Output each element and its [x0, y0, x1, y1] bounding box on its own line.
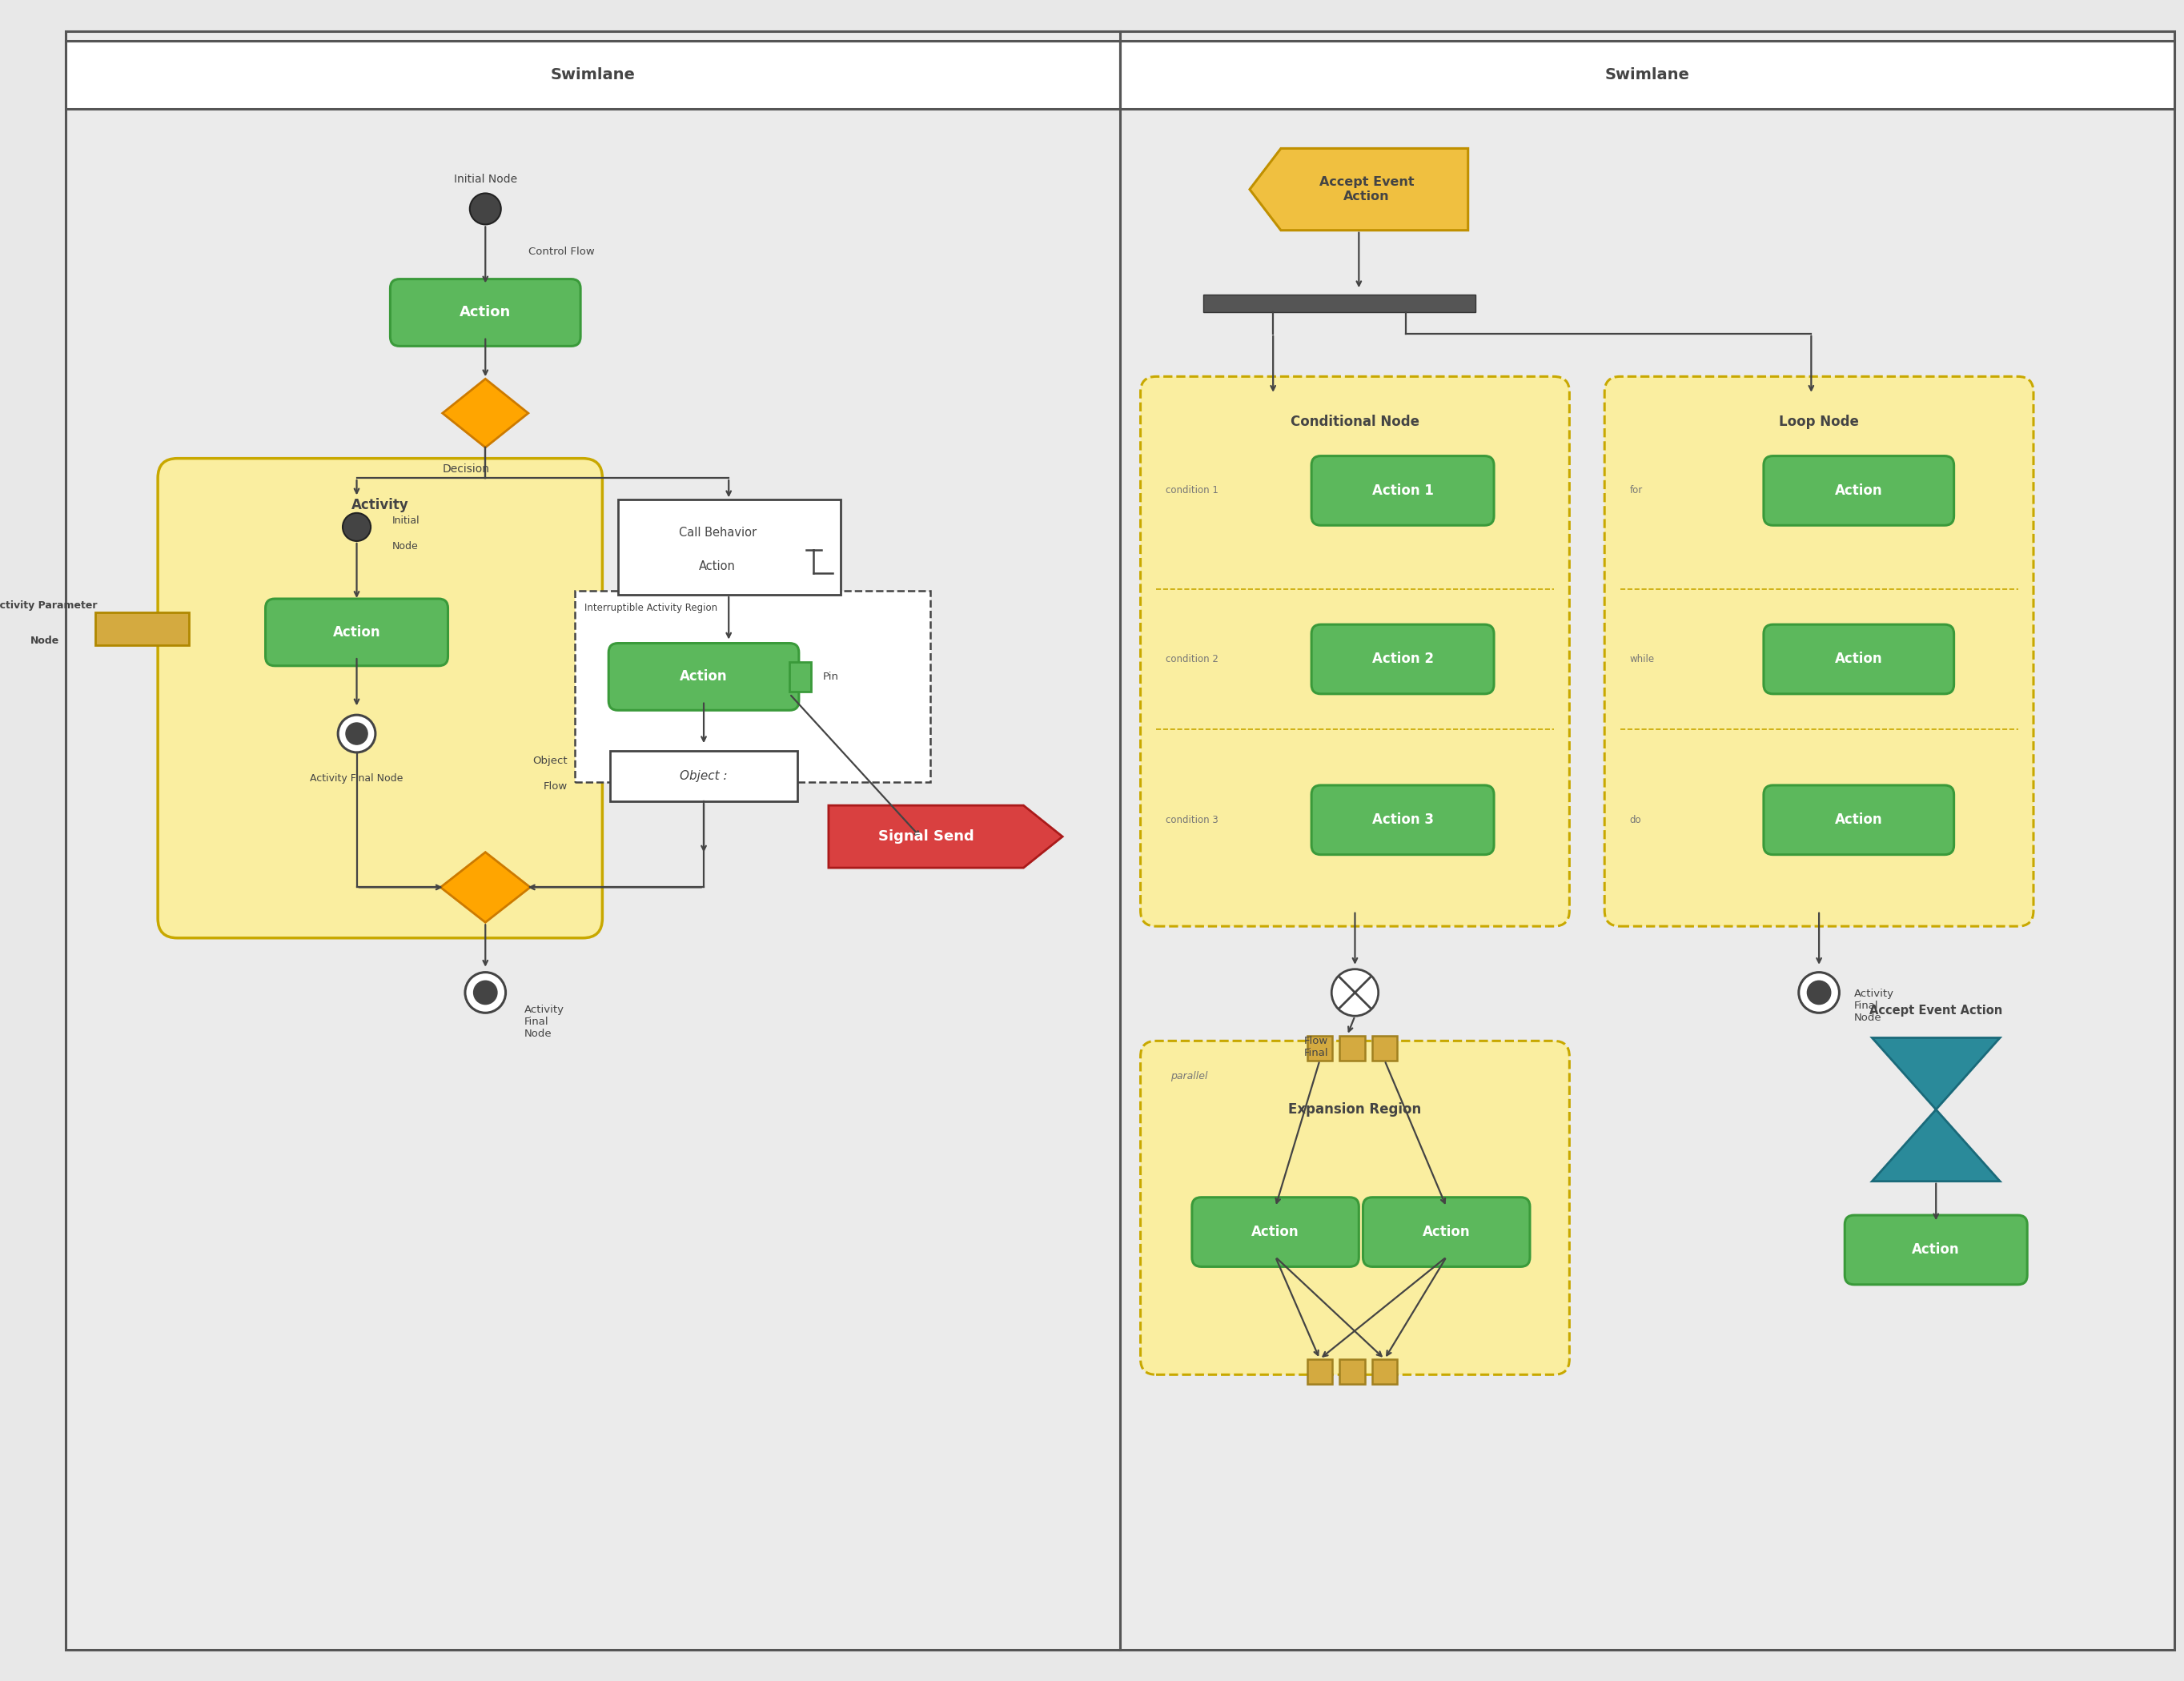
Text: Conditional Node: Conditional Node	[1291, 415, 1420, 429]
Text: Action: Action	[1835, 484, 1883, 498]
Text: Loop Node: Loop Node	[1780, 415, 1859, 429]
Text: Flow: Flow	[544, 782, 568, 792]
Text: Action: Action	[1251, 1225, 1299, 1239]
Text: Action 1: Action 1	[1372, 484, 1433, 498]
Text: Control Flow: Control Flow	[529, 247, 594, 257]
Polygon shape	[1872, 1037, 2001, 1182]
FancyBboxPatch shape	[1605, 377, 2033, 926]
Polygon shape	[828, 805, 1061, 867]
Text: condition 1: condition 1	[1166, 486, 1219, 496]
Circle shape	[1806, 980, 1830, 1004]
Text: Call Behavior: Call Behavior	[679, 528, 756, 540]
Bar	[609, 751, 797, 802]
Text: Object: Object	[533, 756, 568, 767]
Bar	[1120, 40, 2175, 109]
Text: Action 2: Action 2	[1372, 652, 1433, 666]
Circle shape	[1800, 972, 1839, 1014]
Text: Activity
Final
Node: Activity Final Node	[524, 1004, 563, 1039]
Circle shape	[343, 513, 371, 541]
Text: parallel: parallel	[1171, 1071, 1208, 1081]
Circle shape	[345, 723, 367, 745]
FancyBboxPatch shape	[1140, 377, 1570, 926]
FancyBboxPatch shape	[1310, 456, 1494, 526]
Bar	[1203, 294, 1476, 311]
Text: Action: Action	[459, 306, 511, 319]
Text: Pin: Pin	[823, 671, 839, 682]
Bar	[96, 612, 190, 646]
Text: Action 3: Action 3	[1372, 812, 1433, 827]
Text: Signal Send: Signal Send	[878, 829, 974, 844]
Text: Object :: Object :	[679, 770, 727, 782]
FancyBboxPatch shape	[391, 279, 581, 346]
FancyBboxPatch shape	[1192, 1197, 1358, 1267]
Text: Node: Node	[391, 541, 417, 551]
Text: condition 2: condition 2	[1166, 654, 1219, 664]
Circle shape	[1332, 970, 1378, 1015]
Text: Activity: Activity	[352, 498, 408, 513]
Text: Interruptible Activity Region: Interruptible Activity Region	[585, 603, 716, 614]
Text: Expansion Region: Expansion Region	[1289, 1103, 1422, 1116]
Text: do: do	[1629, 815, 1640, 825]
Text: Swimlane: Swimlane	[1605, 67, 1690, 82]
Bar	[1308, 1035, 1332, 1061]
FancyBboxPatch shape	[609, 644, 799, 711]
Bar	[1372, 1358, 1398, 1383]
FancyBboxPatch shape	[1765, 624, 1955, 694]
FancyBboxPatch shape	[1765, 456, 1955, 526]
Bar	[791, 662, 812, 691]
Text: Initial Node: Initial Node	[454, 173, 518, 185]
Circle shape	[339, 714, 376, 753]
Text: Flow
Final: Flow Final	[1304, 1035, 1328, 1057]
Polygon shape	[1249, 148, 1468, 230]
Circle shape	[465, 972, 507, 1014]
Text: Action: Action	[699, 560, 736, 572]
FancyBboxPatch shape	[266, 598, 448, 666]
Polygon shape	[441, 852, 531, 923]
Bar	[1339, 1358, 1365, 1383]
Text: Accept Event
Action: Accept Event Action	[1319, 177, 1415, 202]
Circle shape	[470, 193, 500, 225]
Text: Action: Action	[679, 669, 727, 684]
Bar	[1308, 1358, 1332, 1383]
Bar	[574, 592, 930, 782]
Text: Activity Final Node: Activity Final Node	[310, 773, 404, 783]
Text: Accept Event Action: Accept Event Action	[1870, 1005, 2003, 1017]
Bar	[1372, 1035, 1398, 1061]
Text: Swimlane: Swimlane	[550, 67, 636, 82]
Bar	[66, 40, 1120, 109]
Bar	[618, 499, 841, 595]
FancyBboxPatch shape	[1845, 1215, 2027, 1284]
Text: Activity
Final
Node: Activity Final Node	[1854, 988, 1894, 1024]
Circle shape	[474, 980, 498, 1004]
Text: Decision: Decision	[441, 464, 489, 476]
FancyBboxPatch shape	[1310, 624, 1494, 694]
FancyBboxPatch shape	[1363, 1197, 1531, 1267]
FancyBboxPatch shape	[157, 459, 603, 938]
Text: condition 3: condition 3	[1166, 815, 1219, 825]
Text: while: while	[1629, 654, 1655, 664]
Bar	[1339, 1035, 1365, 1061]
FancyBboxPatch shape	[1310, 785, 1494, 854]
Text: for: for	[1629, 486, 1642, 496]
FancyBboxPatch shape	[1140, 1041, 1570, 1375]
Text: Action: Action	[1835, 652, 1883, 666]
Text: Action: Action	[332, 625, 380, 639]
Text: Action: Action	[1913, 1242, 1959, 1257]
FancyBboxPatch shape	[1765, 785, 1955, 854]
Text: Initial: Initial	[391, 516, 419, 526]
Polygon shape	[443, 378, 529, 447]
Text: Activity Parameter: Activity Parameter	[0, 600, 98, 610]
Text: Action: Action	[1835, 812, 1883, 827]
Text: Node: Node	[31, 635, 59, 646]
Text: Action: Action	[1422, 1225, 1470, 1239]
